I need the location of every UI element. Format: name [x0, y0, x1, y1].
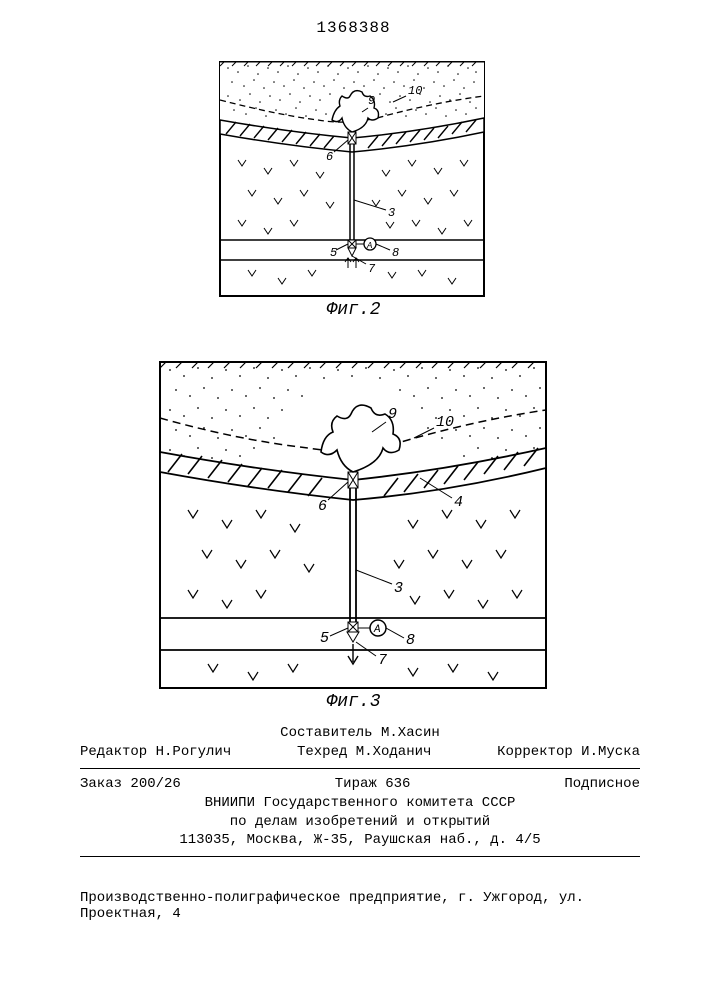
document-number: 1368388 — [0, 19, 707, 37]
footer-line: Производственно-полиграфическое предприя… — [80, 890, 640, 922]
corrector-name: И.Муска — [581, 744, 640, 760]
tirazh-label: Тираж — [335, 776, 377, 792]
label-6: 6 — [326, 150, 333, 164]
org-line-1: ВНИИПИ Государственного комитета СССР — [80, 794, 640, 813]
techred-name: М.Ходанич — [356, 744, 432, 760]
figure-3: 3 4 5 6 7 8 9 10 А — [158, 360, 548, 690]
label-7: 7 — [368, 262, 376, 276]
label-3: 3 — [388, 206, 395, 220]
figure-3-label: Фиг.3 — [0, 692, 707, 712]
corrector-label: Корректор — [497, 744, 573, 760]
label-6: 6 — [318, 498, 327, 515]
divider-1 — [80, 768, 640, 769]
label-A: А — [366, 241, 372, 251]
label-9: 9 — [368, 94, 375, 108]
editor-name: Н.Рогулич — [156, 744, 232, 760]
label-8: 8 — [392, 246, 399, 260]
compiler-name: М.Хасин — [381, 725, 440, 741]
divider-2 — [80, 856, 640, 857]
label-4: 4 — [454, 494, 463, 511]
figure-2-label: Фиг.2 — [0, 300, 707, 320]
editor-label: Редактор — [80, 744, 147, 760]
label-A: А — [373, 624, 381, 636]
label-9: 9 — [388, 406, 397, 423]
figure-2: 3 5 6 7 8 9 10 А — [218, 60, 486, 298]
org-line-2: по делам изобретений и открытий — [80, 813, 640, 832]
label-10: 10 — [408, 84, 422, 98]
label-10: 10 — [436, 414, 454, 431]
compiler-label: Составитель — [280, 725, 372, 741]
label-5: 5 — [330, 246, 337, 260]
colophon: Составитель М.Хасин Редактор Н.Рогулич Т… — [80, 724, 640, 863]
figure-3-svg: 3 4 5 6 7 8 9 10 А — [158, 360, 548, 690]
label-5: 5 — [320, 630, 329, 647]
tirazh-value: 636 — [385, 776, 410, 792]
order-label: Заказ — [80, 776, 122, 792]
label-3: 3 — [394, 580, 403, 597]
podpisnoe: Подписное — [564, 775, 640, 794]
label-7: 7 — [378, 652, 387, 669]
techred-label: Техред — [297, 744, 347, 760]
figure-2-svg: 3 5 6 7 8 9 10 А — [218, 60, 486, 298]
label-8: 8 — [406, 632, 415, 649]
org-address: 113035, Москва, Ж-35, Раушская наб., д. … — [80, 831, 640, 850]
order-value: 200/26 — [130, 776, 180, 792]
